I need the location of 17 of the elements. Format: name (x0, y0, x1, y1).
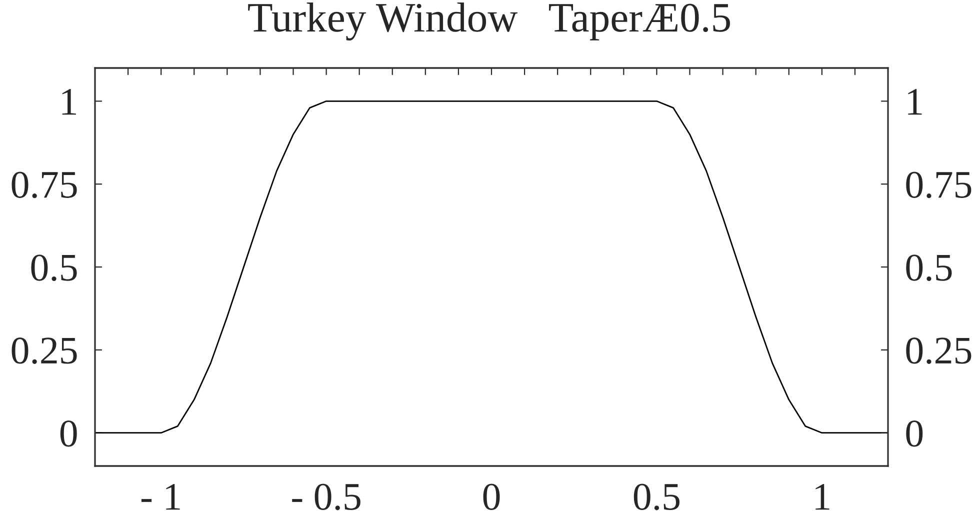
y2-tick-label: 0.25 (906, 338, 972, 364)
x-tick-label: 0 (483, 484, 500, 510)
y-tick-label: 1 (62, 88, 76, 115)
y-tick-label: 0 (60, 420, 77, 447)
y-tick-label: 0.75 (12, 172, 77, 198)
y2-tick-label: 1 (908, 88, 922, 115)
y2-tick-label: 0.75 (906, 172, 972, 198)
x-tick-label: - 1 (141, 484, 180, 510)
x-tick-label: 0.5 (634, 484, 680, 510)
y-tick-label: 0.5 (31, 254, 77, 282)
y2-tick-label: 0.5 (906, 254, 952, 282)
x-tick-label: 1 (816, 484, 830, 510)
y-tick-label: 0.25 (12, 338, 77, 364)
x-tick-label: - 0.5 (292, 484, 360, 510)
y2-tick-label: 0 (906, 420, 923, 447)
line-series (95, 100, 888, 434)
chart-title: Turkey Window TaperÆ0.5 (248, 2, 730, 40)
